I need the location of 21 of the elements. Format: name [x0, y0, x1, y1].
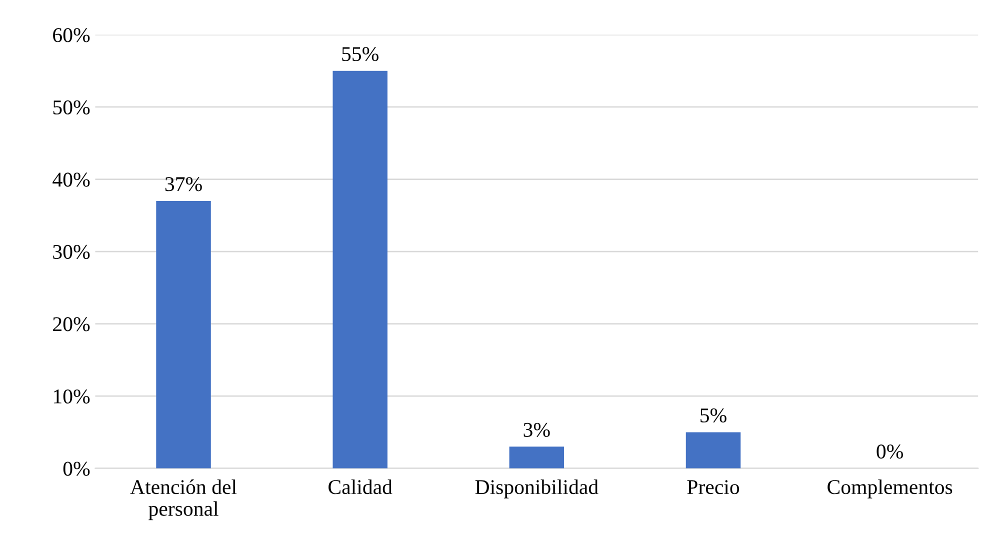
bar — [332, 70, 388, 468]
y-tick-label: 20% — [53, 317, 90, 332]
data-label: 3% — [524, 422, 550, 437]
x-tick-label: Disponibilidad — [475, 479, 598, 498]
y-tick-label: 50% — [53, 100, 90, 114]
x-tick-label: Atención del personal — [130, 479, 237, 520]
y-tick-label: 60% — [53, 28, 90, 42]
data-label: 5% — [700, 408, 726, 422]
data-label: 55% — [342, 47, 378, 62]
bar — [156, 200, 211, 468]
bar — [509, 446, 564, 468]
y-tick-label: 0% — [63, 462, 90, 476]
data-label: 37% — [165, 177, 202, 192]
data-label: 0% — [876, 444, 903, 459]
y-tick-label: 40% — [52, 172, 90, 187]
y-tick-label: 30% — [53, 244, 90, 260]
x-tick-label: Calidad — [328, 479, 392, 494]
y-tick-label: 10% — [54, 389, 90, 404]
x-tick-label: Complementos — [828, 479, 952, 498]
bar — [686, 432, 741, 468]
x-tick-label: Precio — [687, 480, 740, 494]
